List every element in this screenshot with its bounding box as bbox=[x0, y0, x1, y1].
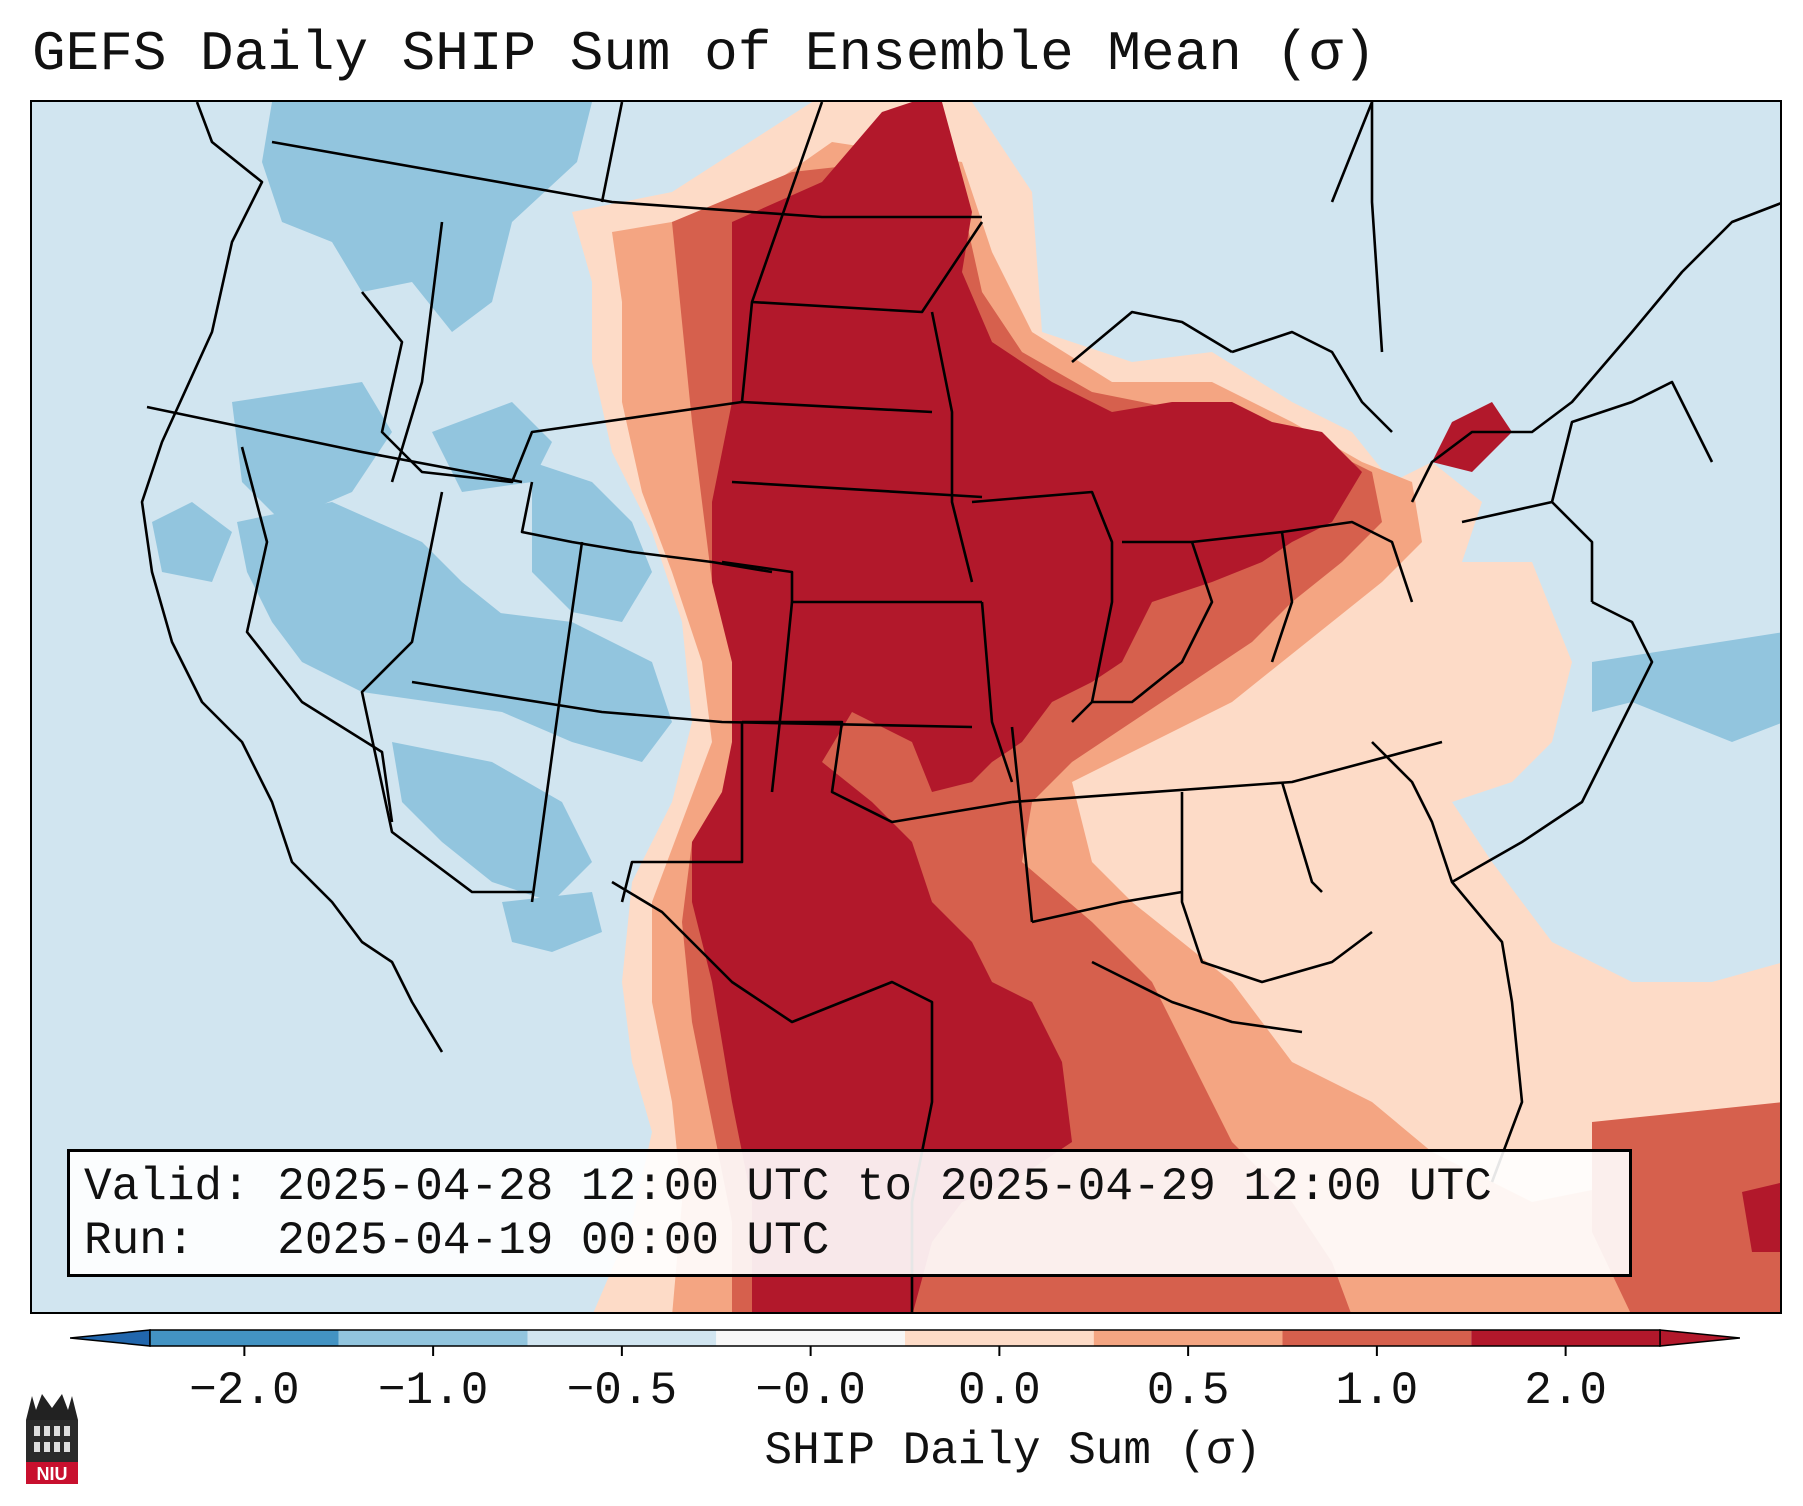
colorbar-tick-label: −1.0 bbox=[377, 1365, 489, 1417]
state-boundaries bbox=[140, 102, 1780, 1312]
colorbar-segment bbox=[716, 1330, 905, 1346]
colorbar-outline bbox=[149, 1329, 1661, 1347]
colorbar-tick-label: 1.0 bbox=[1335, 1365, 1419, 1417]
colorbar-tick-label: 2.0 bbox=[1524, 1365, 1608, 1417]
colorbar-extend-min bbox=[70, 1329, 151, 1347]
colorbar-label: SHIP Daily Sum (σ) bbox=[764, 1425, 1262, 1477]
run-value: 2025-04-19 00:00 UTC bbox=[277, 1215, 830, 1267]
colorbar-segment bbox=[150, 1330, 339, 1346]
valid-value: 2025-04-28 12:00 UTC to 2025-04-29 12:00… bbox=[277, 1161, 1492, 1213]
colorbar-tick-label: 0.0 bbox=[957, 1365, 1041, 1417]
colorbar-tick-label: −2.0 bbox=[189, 1365, 300, 1417]
colorbar-tick-label: −0.0 bbox=[755, 1365, 866, 1417]
colorbar bbox=[70, 1329, 1740, 1356]
colorbar-segment bbox=[1093, 1330, 1283, 1346]
valid-label: Valid: bbox=[84, 1161, 250, 1213]
negative-anomaly-regions bbox=[152, 102, 1780, 1002]
colorbar-segment bbox=[1282, 1330, 1472, 1346]
colorbar-extend-max bbox=[1659, 1329, 1740, 1347]
ship-field-map bbox=[32, 102, 1780, 1312]
colorbar-segment bbox=[338, 1330, 528, 1346]
chart-title: GEFS Daily SHIP Sum of Ensemble Mean (σ) bbox=[32, 22, 1377, 86]
strong-positive-regions bbox=[692, 102, 1780, 1312]
colorbar-segment bbox=[527, 1330, 717, 1346]
run-label: Run: bbox=[84, 1215, 195, 1267]
logo-text: NIU bbox=[37, 1464, 68, 1484]
colorbar-segment bbox=[1471, 1330, 1660, 1346]
colorbar-tick-label: −0.5 bbox=[566, 1365, 678, 1417]
colorbar-tick-label: 0.5 bbox=[1146, 1365, 1230, 1417]
colorbar-segment bbox=[905, 1330, 1094, 1346]
valid-run-info-box: Valid: 2025-04-28 12:00 UTC to 2025-04-2… bbox=[67, 1149, 1632, 1277]
map-panel bbox=[30, 100, 1782, 1314]
university-tower-icon: NIU bbox=[26, 1394, 78, 1484]
